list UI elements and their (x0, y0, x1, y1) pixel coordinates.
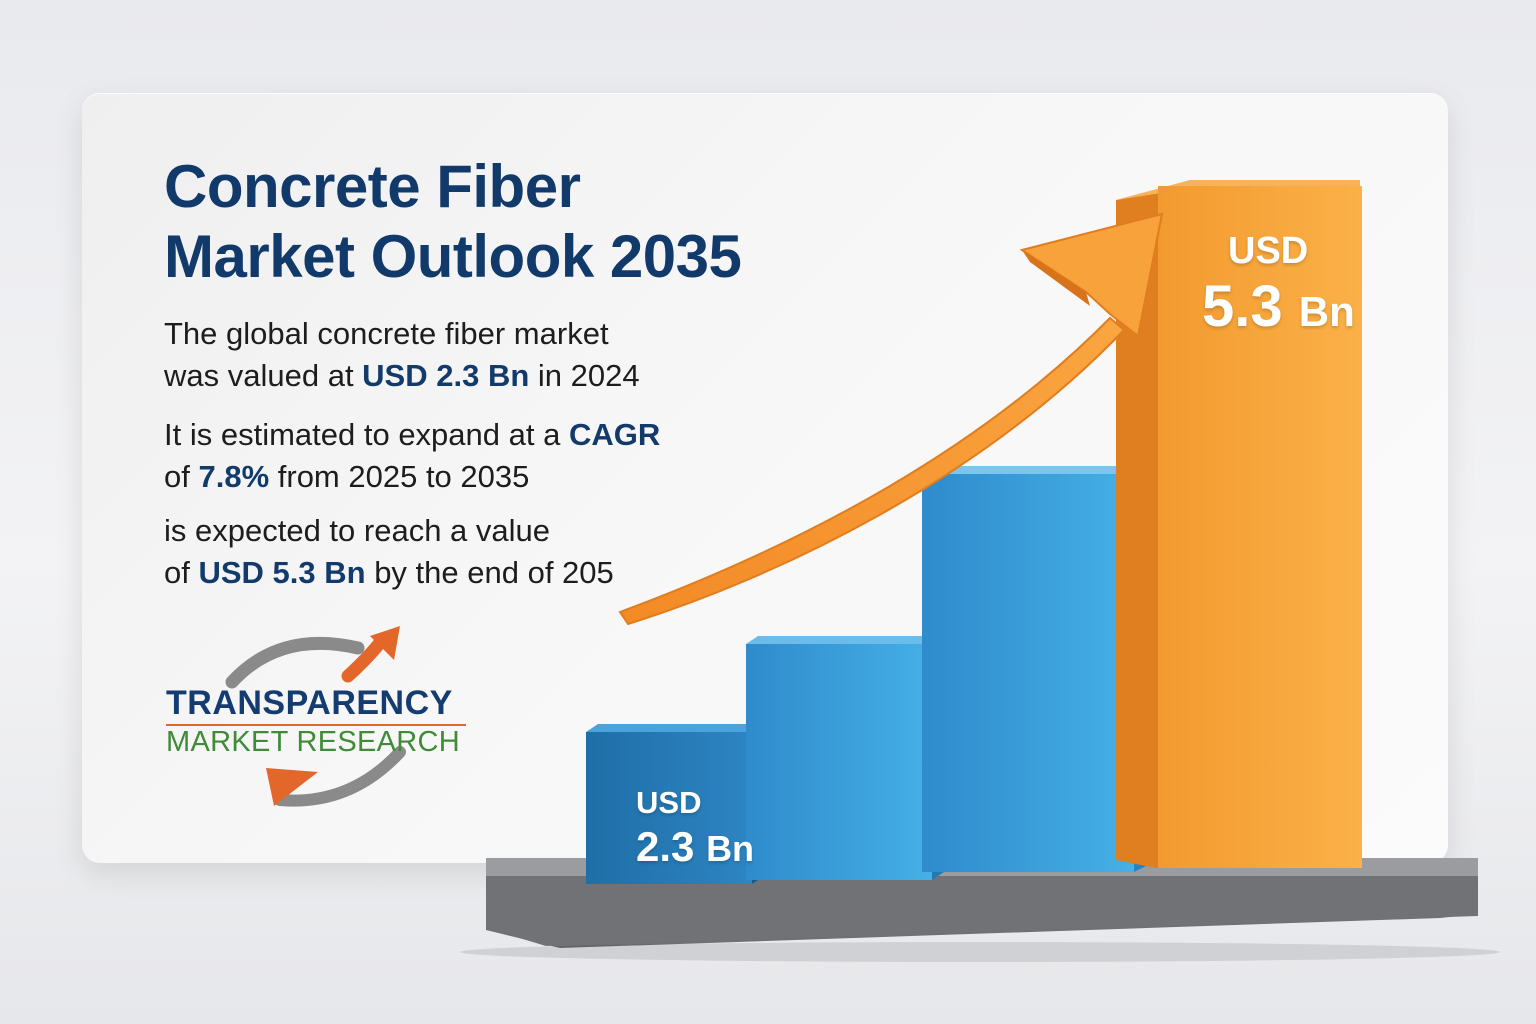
logo-subtitle: MARKET RESEARCH (166, 726, 461, 758)
bar-2 (746, 636, 944, 880)
bar-2035-value-line: 5.3 Bn (1202, 274, 1355, 345)
cagr-period: from 2025 to 2035 (269, 459, 530, 494)
logo-divider (166, 724, 466, 726)
cagr-value: 7.8% (198, 459, 270, 494)
cagr-line-2-text: of (164, 459, 199, 494)
cagr-label: CAGR (568, 417, 661, 452)
forecast-amount: USD 5.3 Bn (198, 555, 366, 590)
bar-2024-currency: USD (636, 785, 702, 820)
bar-2035 (1116, 180, 1362, 868)
cagr-statement: It is estimated to expand at a CAGR of 7… (164, 414, 660, 498)
bar-2024-value: 2.3 (636, 823, 695, 870)
bar-2024-unit: Bn (706, 828, 755, 869)
bar-2024-label: USD 2.3 Bn (636, 784, 754, 874)
bar-2035-unit: Bn (1298, 288, 1355, 335)
bar-3 (922, 466, 1146, 872)
forecast-statement: is expected to reach a value of USD 5.3 … (164, 510, 614, 594)
forecast-line-2-text: of (164, 555, 199, 590)
cagr-line-1-text: It is estimated to expand at a (164, 417, 569, 452)
logo-name: TRANSPARENCY (166, 684, 453, 722)
forecast-line-1: is expected to reach a value (164, 513, 551, 548)
valuation-year: in 2024 (529, 358, 640, 393)
valuation-amount: USD 2.3 Bn (362, 358, 530, 393)
valuation-line-1: The global concrete fiber market (164, 316, 609, 351)
logo-swoosh-icon (225, 626, 406, 807)
title-line-1: Concrete Fiber (164, 153, 581, 220)
page-title: Concrete Fiber Market Outlook 2035 (164, 152, 742, 292)
valuation-line-2-text: was valued at (164, 358, 363, 393)
title-line-2: Market Outlook 2035 (164, 223, 742, 290)
forecast-end: by the end of 205 (365, 555, 614, 590)
bar-2024-value-line: 2.3 Bn (636, 822, 754, 874)
bar-2035-currency: USD (1228, 230, 1309, 272)
company-logo: TRANSPARENCY MARKET RESEARCH (160, 622, 480, 812)
valuation-statement: The global concrete fiber market was val… (164, 313, 640, 397)
growth-arrow-icon (618, 212, 1164, 626)
bar-2035-label: USD 5.3 Bn (1202, 228, 1355, 345)
bar-2035-value: 5.3 (1202, 274, 1283, 339)
